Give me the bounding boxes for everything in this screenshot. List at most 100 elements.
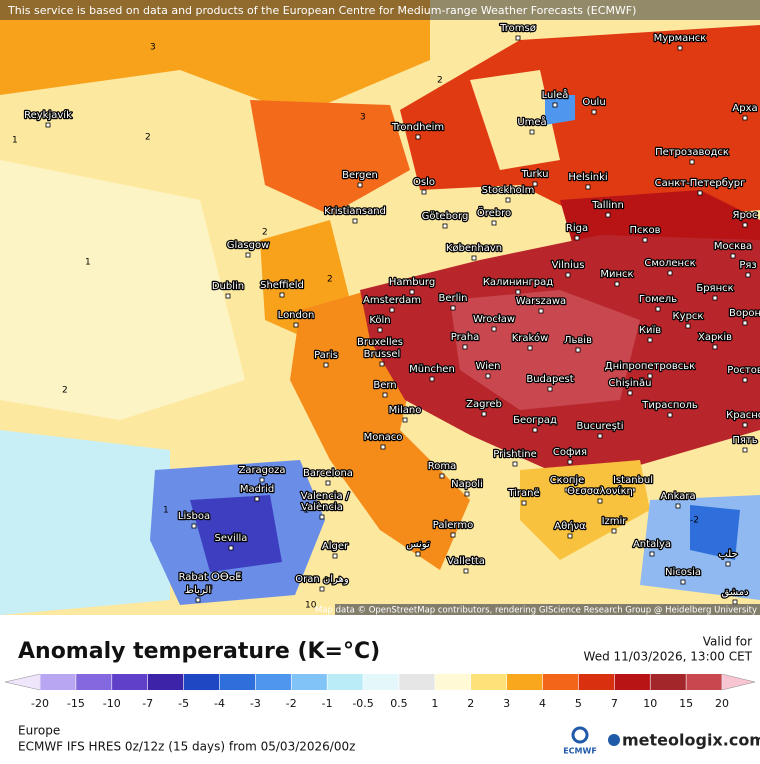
city-marker xyxy=(505,197,511,203)
city-marker xyxy=(45,122,51,128)
city-label: Glasgow xyxy=(227,240,270,251)
city-label: Roma xyxy=(428,461,457,472)
city-label: Rabat ⵔⴱⴰⵟ xyxy=(179,572,242,583)
city-label: Wien xyxy=(476,361,501,372)
city-label: Београд xyxy=(513,415,557,426)
city-label: Bergen xyxy=(342,170,378,181)
city-marker xyxy=(712,344,718,350)
city-marker xyxy=(677,45,683,51)
city-label: Пять xyxy=(732,435,757,446)
city-label: München xyxy=(409,364,455,375)
brand: meteologix.com xyxy=(622,731,760,750)
city-label: Vilnius xyxy=(552,260,585,271)
city-label: Chișinău xyxy=(609,378,652,389)
colorbar-segment xyxy=(363,674,399,690)
city-marker xyxy=(532,427,538,433)
anomaly-area xyxy=(0,160,245,420)
colorbar-segment xyxy=(686,674,722,690)
city-label: Paris xyxy=(314,350,338,361)
contour-label: 1 xyxy=(163,506,169,516)
city-marker xyxy=(742,115,748,121)
city-label: Wrocław xyxy=(473,314,515,325)
city-marker xyxy=(259,477,265,483)
region: Europe xyxy=(18,724,60,738)
city-label: Ряз xyxy=(739,260,756,271)
city-marker xyxy=(322,503,328,509)
anomaly-area xyxy=(0,430,170,615)
city-label: Скопје xyxy=(550,474,585,486)
anomaly-area xyxy=(545,95,575,125)
colorbar-segment xyxy=(327,674,364,690)
city-marker xyxy=(515,35,521,41)
colorbar-segment xyxy=(650,674,687,690)
city-marker xyxy=(564,487,570,493)
city-marker xyxy=(597,433,603,439)
city-marker xyxy=(332,553,338,559)
city-label: Lisboa xyxy=(178,511,210,522)
city-label: Hamburg xyxy=(389,277,435,288)
city-marker xyxy=(529,129,535,135)
city-marker xyxy=(191,523,197,529)
city-label: Napoli xyxy=(451,479,483,490)
colorbar-tick-label: -15 xyxy=(67,697,85,710)
city-label: Львів xyxy=(564,334,592,346)
city-marker xyxy=(485,373,491,379)
city-marker xyxy=(450,305,456,311)
city-label: Reykjavík xyxy=(24,109,72,121)
city-marker xyxy=(512,461,518,467)
city-marker xyxy=(254,496,260,502)
city-label: Минск xyxy=(600,269,633,280)
city-marker xyxy=(565,272,571,278)
city-marker xyxy=(547,386,553,392)
anomaly-area xyxy=(470,70,560,170)
colorbar-segment xyxy=(398,674,435,690)
city-marker xyxy=(377,327,383,333)
colorbar-tick-label: -20 xyxy=(31,697,49,710)
colorbar-tick-label: -5 xyxy=(178,697,189,710)
city-marker xyxy=(325,480,331,486)
city-marker xyxy=(742,422,748,428)
city-label: Kraków xyxy=(512,332,549,344)
contour-label: 1 xyxy=(85,258,91,268)
colorbar-tick-label: 4 xyxy=(539,697,546,710)
city-marker xyxy=(380,444,386,450)
city-label: Петрозаводск xyxy=(655,147,729,158)
colorbar-tick-label: -3 xyxy=(250,697,261,710)
city-label: Брянск xyxy=(696,283,733,294)
city-label: Valletta xyxy=(447,556,485,567)
city-label: Kristiansand xyxy=(324,206,386,217)
city-marker xyxy=(195,597,201,603)
anomaly-area xyxy=(520,460,650,560)
city-label: Helsinki xyxy=(568,172,607,183)
city-label: تونس xyxy=(406,539,430,550)
city-marker xyxy=(450,532,456,538)
city-marker xyxy=(515,289,521,295)
colorbar-segment xyxy=(506,674,543,690)
city-marker xyxy=(667,412,673,418)
attribution-bar xyxy=(335,604,760,615)
city-marker xyxy=(538,308,544,314)
city-label: Мурманск xyxy=(654,33,707,44)
city-label: Luleå xyxy=(542,88,569,101)
ecmwf-logo: ECMWF xyxy=(563,747,597,756)
anomaly-area xyxy=(450,290,640,410)
city-label: Palermo xyxy=(433,520,473,531)
city-marker xyxy=(725,561,731,567)
valid-time: Wed 11/03/2026, 13:00 CET xyxy=(584,650,753,664)
city-label: Tallinn xyxy=(591,200,624,211)
city-label: Istanbul xyxy=(613,475,653,486)
city-label: London xyxy=(278,310,315,321)
city-marker xyxy=(649,551,655,557)
city-label: Санкт-Петербург xyxy=(655,178,746,189)
city-marker xyxy=(319,514,325,520)
city-label: Örebro xyxy=(477,206,511,219)
contour-label: 2 xyxy=(62,386,68,396)
city-label: دمشق xyxy=(721,587,748,598)
notice-bar xyxy=(0,0,760,20)
city-label: București xyxy=(577,421,624,432)
city-label: Zaragoza xyxy=(238,465,285,476)
city-marker xyxy=(228,545,234,551)
city-marker xyxy=(591,109,597,115)
city-label: Арха xyxy=(732,103,757,114)
